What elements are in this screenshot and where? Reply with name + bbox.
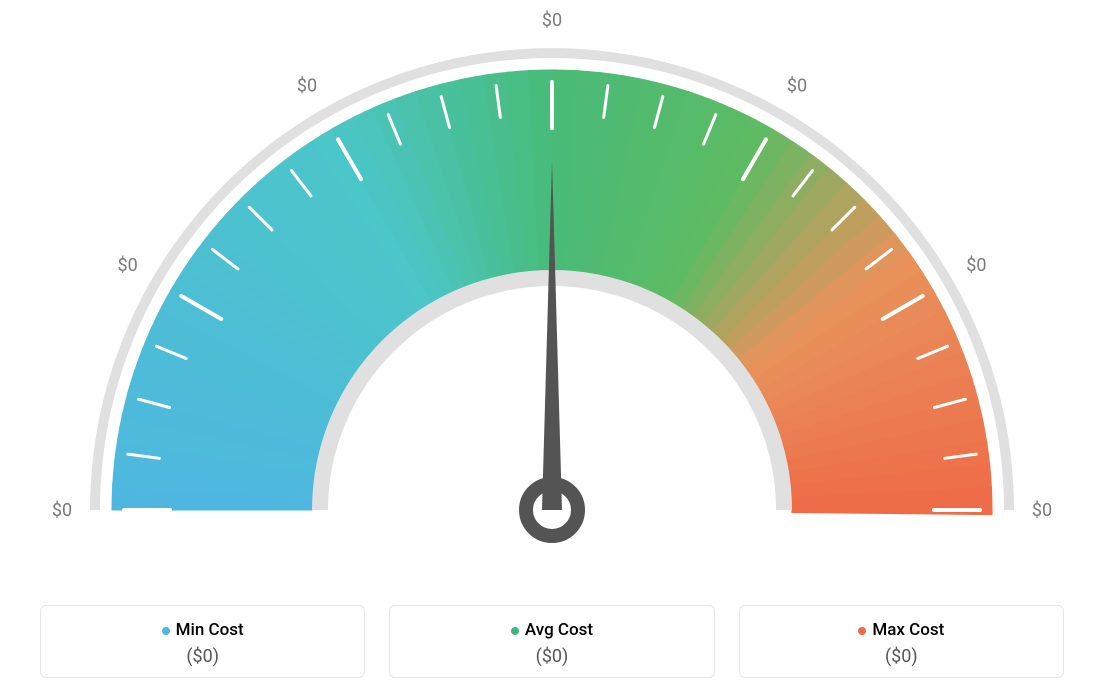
legend-card-min: Min Cost ($0)	[40, 605, 365, 678]
legend-min-label: Min Cost	[176, 620, 244, 640]
svg-text:$0: $0	[787, 76, 807, 97]
svg-text:$0: $0	[297, 76, 317, 97]
legend-min-dot	[162, 627, 170, 635]
legend-avg-value: ($0)	[400, 646, 703, 667]
legend-max-title: Max Cost	[750, 620, 1053, 640]
svg-text:$0: $0	[542, 10, 562, 31]
legend-row: Min Cost ($0) Avg Cost ($0) Max Cost ($0…	[0, 605, 1104, 678]
legend-min-title: Min Cost	[51, 620, 354, 640]
legend-max-label: Max Cost	[872, 620, 944, 640]
legend-avg-title: Avg Cost	[400, 620, 703, 640]
svg-text:$0: $0	[1032, 500, 1052, 521]
gauge-svg: $0 $0 $0 $0 $0 $0 $0	[22, 0, 1082, 560]
svg-text:$0: $0	[966, 255, 986, 276]
svg-text:$0: $0	[52, 500, 72, 521]
legend-min-value: ($0)	[51, 646, 354, 667]
legend-card-avg: Avg Cost ($0)	[389, 605, 714, 678]
gauge-chart: $0 $0 $0 $0 $0 $0 $0	[0, 0, 1104, 560]
legend-avg-label: Avg Cost	[525, 620, 593, 640]
legend-max-dot	[858, 627, 866, 635]
legend-card-max: Max Cost ($0)	[739, 605, 1064, 678]
svg-text:$0: $0	[118, 255, 138, 276]
legend-max-value: ($0)	[750, 646, 1053, 667]
legend-avg-dot	[511, 627, 519, 635]
